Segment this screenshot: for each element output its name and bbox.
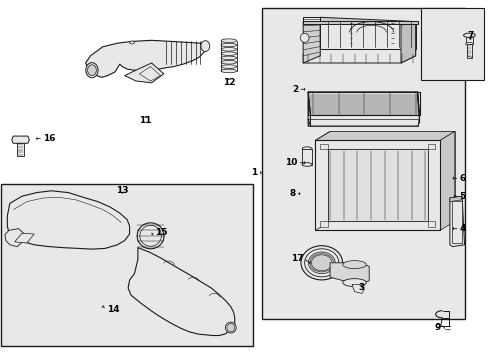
Bar (437, 161, 447, 176)
Polygon shape (449, 196, 461, 202)
Bar (302, 149, 311, 165)
Bar (420, 8, 483, 80)
Polygon shape (417, 92, 419, 122)
Bar (307, 92, 419, 115)
Ellipse shape (437, 197, 447, 201)
Text: 10: 10 (285, 158, 297, 167)
Ellipse shape (437, 175, 447, 178)
Bar (427, 144, 434, 149)
Polygon shape (315, 131, 454, 140)
Ellipse shape (302, 147, 311, 150)
Polygon shape (303, 17, 415, 49)
Ellipse shape (140, 225, 161, 246)
Ellipse shape (300, 33, 308, 42)
Ellipse shape (465, 42, 472, 46)
Bar (261, 8, 464, 319)
Ellipse shape (129, 41, 134, 44)
Ellipse shape (221, 65, 236, 68)
Text: 12: 12 (222, 77, 235, 86)
Ellipse shape (463, 33, 474, 37)
Ellipse shape (221, 52, 236, 55)
Text: 2: 2 (291, 85, 298, 94)
Text: 7: 7 (466, 31, 473, 40)
Polygon shape (7, 191, 129, 249)
Polygon shape (400, 22, 415, 63)
Polygon shape (351, 284, 364, 293)
Bar (1, 184, 252, 346)
Bar (320, 221, 327, 227)
Text: 6: 6 (459, 174, 465, 183)
Polygon shape (15, 233, 34, 243)
Text: 5: 5 (459, 192, 465, 201)
Polygon shape (303, 49, 415, 63)
Bar (465, 37, 472, 44)
Text: 14: 14 (106, 305, 119, 314)
Polygon shape (307, 115, 419, 126)
Ellipse shape (221, 43, 236, 47)
Text: 3: 3 (358, 284, 364, 292)
Polygon shape (449, 196, 464, 247)
Text: 11: 11 (139, 116, 152, 125)
Ellipse shape (302, 163, 311, 166)
Polygon shape (329, 263, 368, 284)
Text: 17: 17 (290, 254, 303, 263)
Polygon shape (128, 248, 234, 336)
Polygon shape (439, 131, 454, 230)
Polygon shape (124, 63, 163, 83)
Text: 15: 15 (155, 228, 168, 237)
Bar (451, 201, 461, 243)
Ellipse shape (137, 223, 163, 249)
Polygon shape (12, 136, 29, 143)
Ellipse shape (201, 41, 209, 51)
Polygon shape (307, 92, 419, 115)
Ellipse shape (221, 48, 236, 51)
Bar (327, 149, 427, 221)
Bar (427, 221, 434, 227)
Ellipse shape (304, 249, 338, 277)
Polygon shape (307, 92, 310, 126)
Ellipse shape (221, 69, 236, 73)
Polygon shape (329, 131, 454, 221)
Ellipse shape (437, 159, 447, 162)
Text: 9: 9 (434, 323, 441, 332)
Text: 8: 8 (288, 189, 295, 198)
Ellipse shape (308, 252, 335, 274)
Text: 13: 13 (116, 186, 128, 194)
Ellipse shape (226, 324, 234, 332)
Bar (320, 144, 327, 149)
Bar (315, 140, 439, 230)
Ellipse shape (342, 279, 366, 287)
Ellipse shape (342, 261, 366, 269)
Text: 1: 1 (251, 168, 257, 177)
Text: 16: 16 (43, 134, 56, 143)
Bar (17, 143, 24, 156)
Polygon shape (303, 17, 320, 63)
Ellipse shape (466, 57, 471, 58)
Ellipse shape (221, 60, 236, 64)
Polygon shape (85, 40, 207, 77)
Polygon shape (303, 21, 417, 24)
Ellipse shape (221, 39, 236, 42)
Ellipse shape (301, 246, 342, 280)
Ellipse shape (86, 63, 98, 78)
Ellipse shape (221, 56, 236, 60)
Polygon shape (5, 229, 24, 247)
Bar (437, 183, 447, 199)
Bar (466, 44, 471, 58)
Ellipse shape (437, 181, 447, 185)
Ellipse shape (87, 65, 96, 76)
Ellipse shape (225, 322, 236, 333)
Text: 4: 4 (459, 224, 465, 233)
Polygon shape (320, 17, 415, 49)
